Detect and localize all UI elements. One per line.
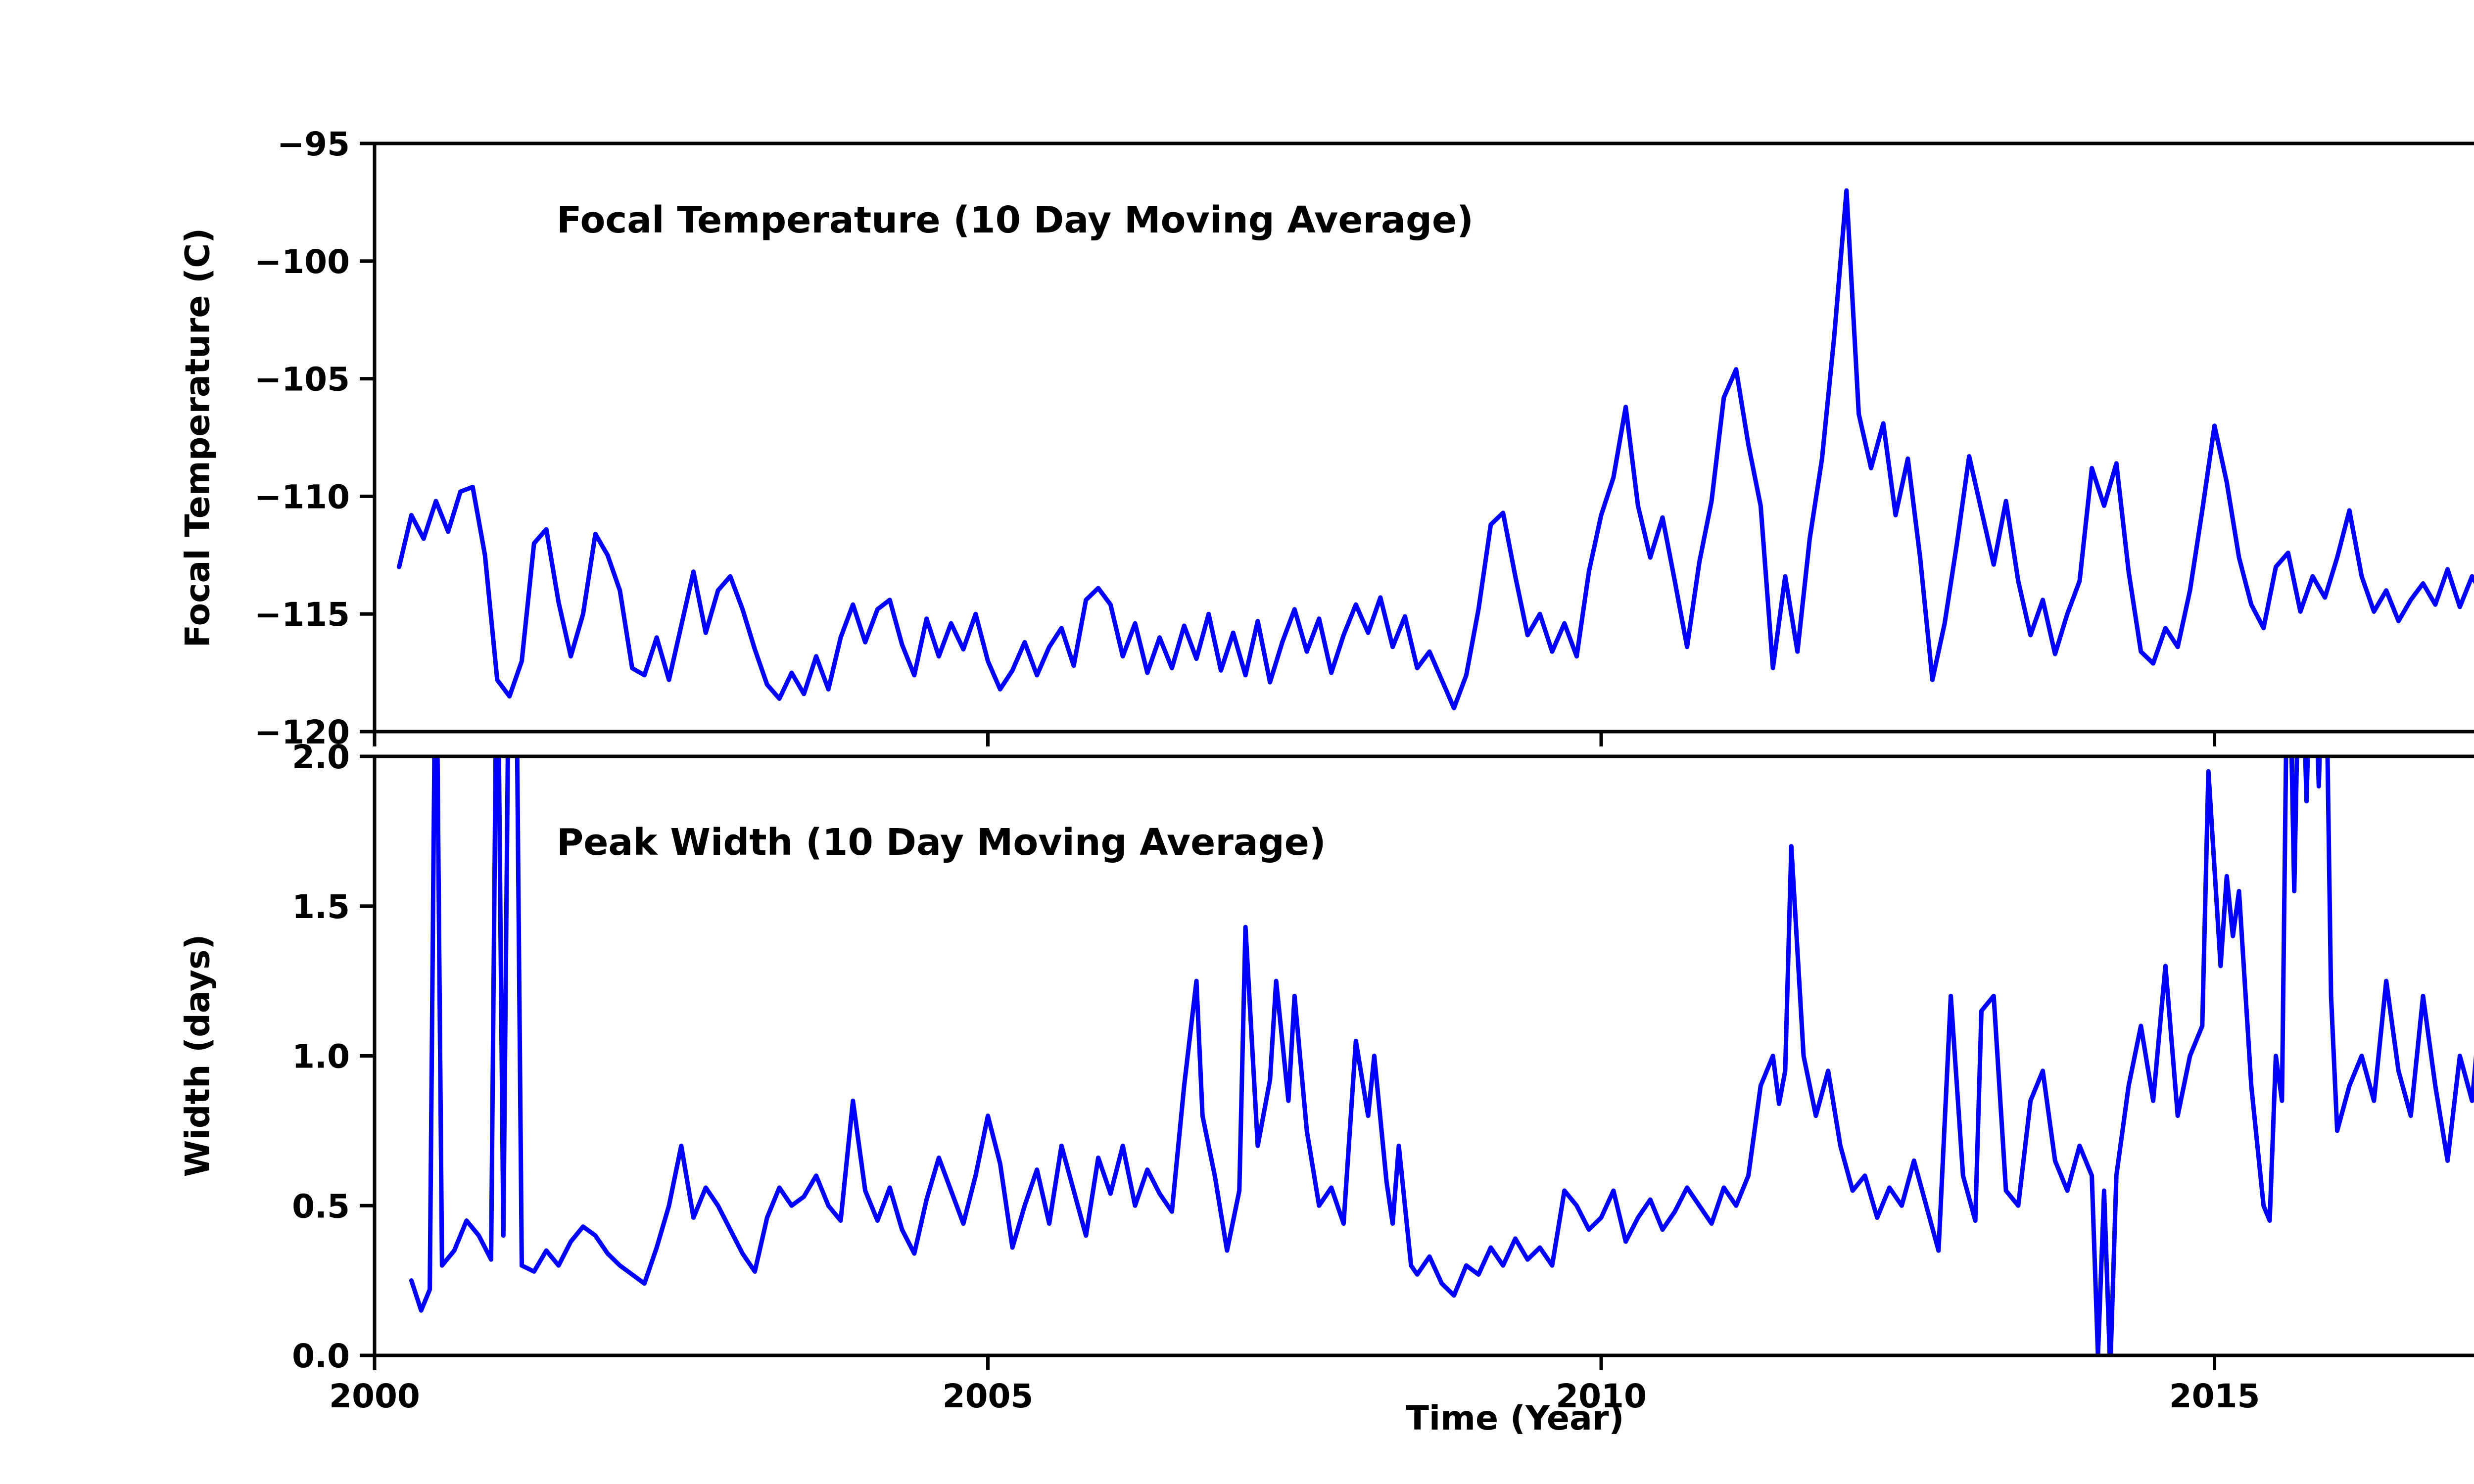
y-tick-label: 2.0	[292, 738, 350, 776]
y-tick-label: −115	[254, 596, 350, 634]
y-tick-label: 0.5	[292, 1187, 350, 1225]
y-tick-label: −105	[254, 361, 350, 399]
y-tick-label: −95	[277, 125, 350, 163]
y-tick-label: 1.5	[292, 888, 350, 926]
x-tick-label: 2010	[1556, 1377, 1647, 1415]
y-tick-label: −100	[254, 243, 350, 281]
focal-temperature-series	[397, 188, 2474, 710]
y-tick-label: −120	[254, 713, 350, 751]
x-axis-label: Time (Year)	[1406, 1399, 1624, 1438]
y-tick-label: −110	[254, 478, 350, 516]
x-tick-label: 2005	[943, 1377, 1034, 1415]
plot-background	[375, 756, 2474, 1355]
x-tick-label: 2015	[2169, 1377, 2260, 1415]
peak-width-series	[409, 756, 2474, 1355]
x-tick-label: 2000	[329, 1377, 420, 1415]
width-y-axis-label: Width (days)	[178, 934, 218, 1177]
y-tick-label: 0.0	[292, 1337, 350, 1375]
temperature-y-axis-label: Focal Temperature (C)	[178, 228, 218, 648]
plot-background	[375, 143, 2474, 732]
axes-frame	[373, 141, 2474, 734]
temperature-chart-title: Focal Temperature (10 Day Moving Average…	[557, 199, 1474, 241]
y-tick-label: 1.0	[292, 1038, 350, 1076]
width-chart-title: Peak Width (10 Day Moving Average)	[557, 821, 1326, 864]
